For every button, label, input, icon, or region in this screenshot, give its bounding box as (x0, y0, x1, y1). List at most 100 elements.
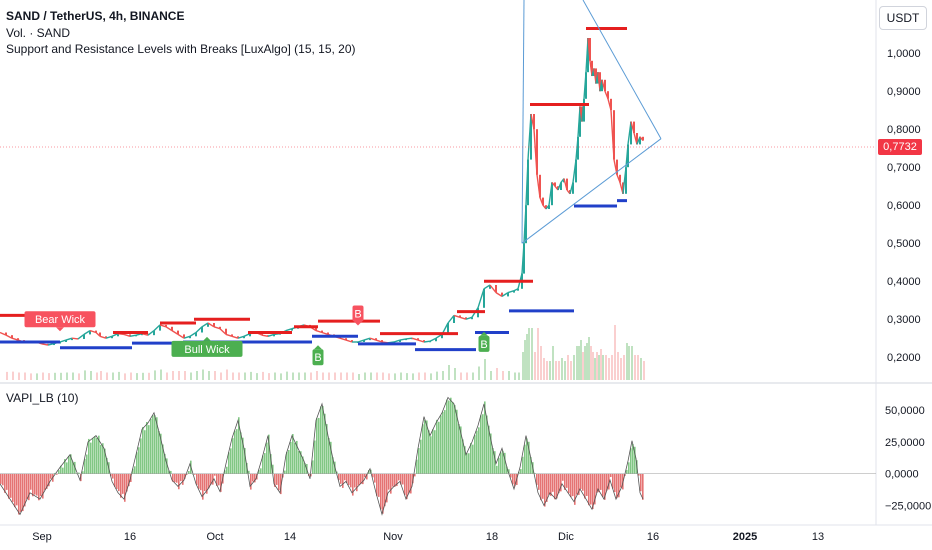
sr-indicator-title[interactable]: Support and Resistance Levels with Break… (6, 42, 356, 56)
osc-bar (156, 417, 158, 474)
osc-bar (142, 427, 144, 474)
osc-bar (474, 435, 476, 474)
volume-bar (582, 352, 584, 380)
candle-body (201, 326, 203, 333)
candle-body (633, 121, 635, 133)
osc-bar (94, 436, 96, 474)
osc-bar (208, 473, 210, 489)
osc-line (0, 396, 644, 516)
candle-body (53, 343, 55, 346)
candle-body (595, 68, 597, 84)
volume-bar (406, 373, 408, 380)
osc-bar (296, 440, 298, 474)
oscillator-axis[interactable]: −25,0000 0,0000 25,0000 50,0000 (885, 405, 931, 512)
candle-body (189, 336, 191, 339)
osc-bar (376, 473, 378, 496)
candle-body (601, 79, 603, 92)
candle-body (548, 205, 550, 209)
osc-bar (394, 473, 396, 487)
osc-bar (224, 470, 226, 474)
osc-bar (244, 448, 246, 474)
osc-bar (252, 473, 254, 482)
candle-body (423, 340, 425, 342)
osc-bar (320, 406, 322, 474)
oscillator-title[interactable]: VAPI_LB (10) (6, 391, 79, 405)
osc-bar (544, 473, 546, 507)
volume-bar (502, 371, 504, 380)
volume-bar (580, 340, 582, 380)
osc-bar (40, 473, 42, 497)
osc-bar (396, 473, 398, 487)
volume-bar (60, 372, 62, 380)
osc-bar (160, 433, 162, 474)
osc-bar (416, 459, 418, 474)
currency-button[interactable]: USDT (879, 6, 927, 30)
volume-bar (24, 372, 26, 380)
trendline (521, 138, 662, 244)
volume-bar (478, 366, 480, 380)
candle-body (613, 110, 615, 160)
osc-bar (290, 441, 292, 474)
osc-bar (400, 473, 402, 485)
volume-bar (298, 372, 300, 380)
time-tick-label: Sep (32, 531, 52, 543)
osc-bar (412, 473, 414, 484)
candle-body (105, 336, 107, 339)
osc-bar (606, 473, 608, 491)
volume-bar (534, 352, 536, 380)
osc-bar (32, 473, 34, 497)
osc-bar (148, 425, 150, 474)
candle-body (429, 341, 431, 343)
price-tick-label: 0,3000 (887, 314, 921, 326)
osc-bar (2, 473, 4, 486)
osc-bar (318, 417, 320, 474)
volume-bar (524, 340, 526, 380)
osc-bar (220, 473, 222, 492)
osc-bar (358, 473, 360, 486)
symbol-title[interactable]: SAND / TetherUS, 4h, BINANCE (6, 9, 185, 23)
candle-body (375, 338, 377, 341)
volume-bar (226, 369, 228, 380)
osc-bar (350, 473, 352, 488)
osc-bar (536, 473, 538, 485)
osc-bar (608, 473, 610, 490)
annotation-tag (24, 311, 96, 328)
osc-bar (184, 473, 186, 479)
osc-bar (88, 438, 90, 474)
osc-bar (172, 473, 174, 482)
candle-body (153, 330, 155, 336)
osc-bar (46, 473, 48, 489)
volume-bar (160, 369, 162, 380)
osc-bar (484, 401, 486, 474)
volume-bar (570, 361, 572, 380)
osc-bar (152, 415, 154, 474)
osc-bar (382, 473, 384, 514)
price-axis[interactable]: 0,2000 0,3000 0,4000 0,5000 0,6000 0,7000 0,80… (887, 48, 921, 364)
osc-bar (260, 468, 262, 474)
time-tick-label: 18 (486, 531, 498, 543)
osc-bar (582, 473, 584, 491)
candle-body (71, 338, 73, 341)
osc-bar (422, 424, 424, 474)
osc-bar (404, 473, 406, 495)
volume-indicator-title[interactable]: Vol. · SAND (6, 26, 71, 40)
trendline (582, 0, 662, 139)
osc-bar (144, 430, 146, 474)
candle-body (321, 330, 323, 333)
osc-bar (630, 448, 632, 474)
volume-bar (555, 361, 557, 380)
volume-bar (142, 372, 144, 380)
candle-body (89, 330, 91, 335)
annotation-pointer (314, 345, 322, 350)
candle-body (171, 326, 173, 331)
osc-bar (28, 473, 30, 501)
volume-bar (617, 352, 619, 380)
osc-bar (228, 452, 230, 474)
osc-bar (354, 473, 356, 488)
time-axis[interactable]: Sep 16 Oct 14 Nov 18 Dic 16 2025 13 (32, 531, 824, 543)
candle-body (513, 290, 515, 293)
volume-bar (567, 355, 569, 380)
osc-bar (550, 473, 552, 496)
candle-body (507, 292, 509, 297)
